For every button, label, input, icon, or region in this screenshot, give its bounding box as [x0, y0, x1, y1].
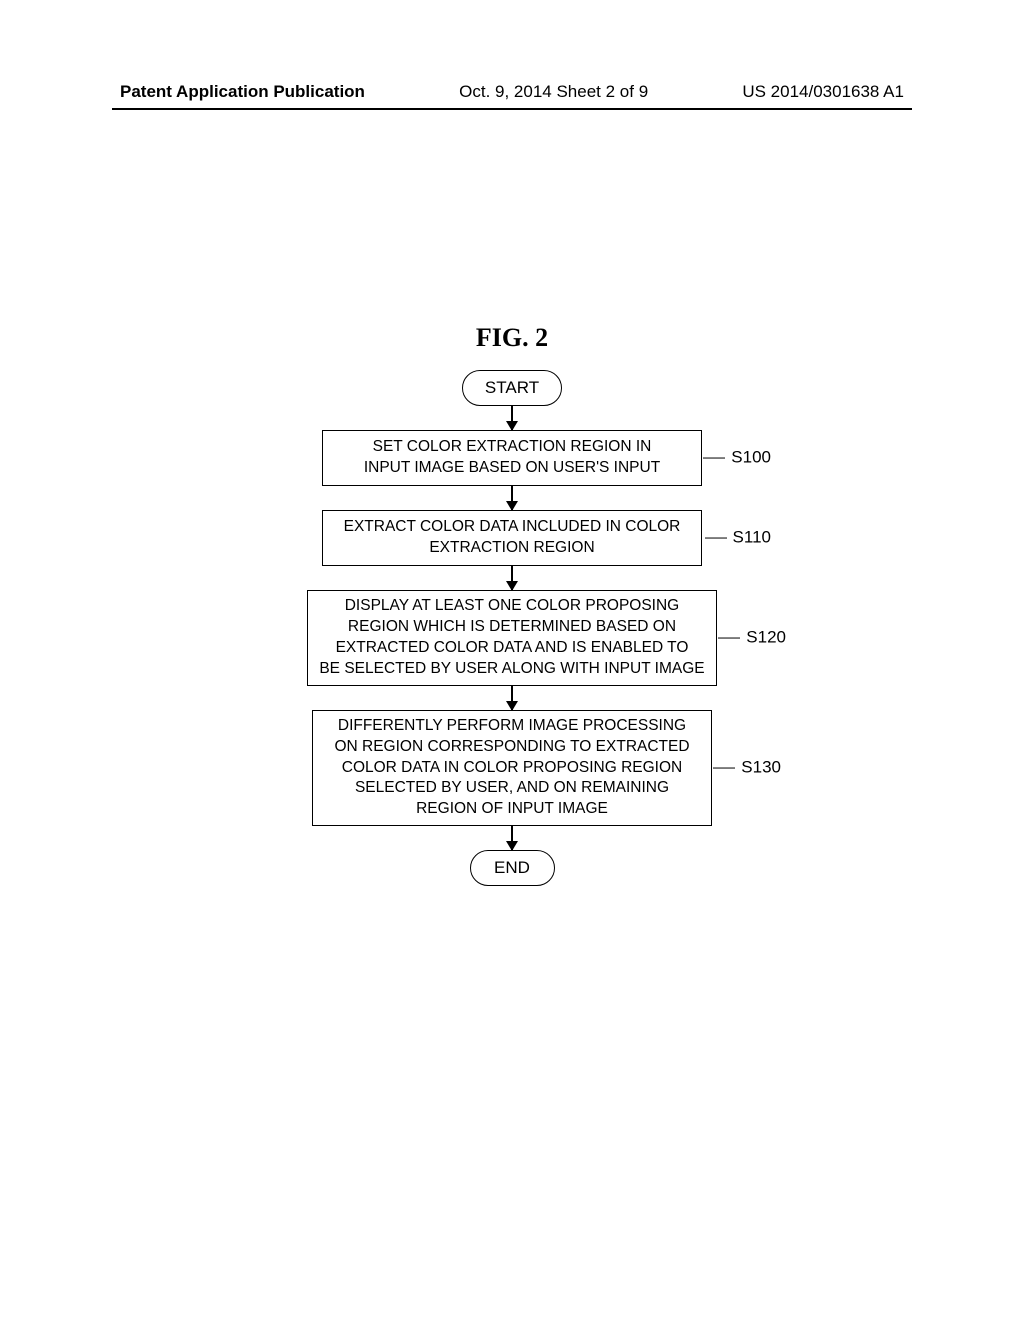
header-rule — [112, 108, 912, 110]
page-header: Patent Application Publication Oct. 9, 2… — [0, 82, 1024, 102]
arrow-s120-s130 — [0, 686, 1024, 710]
callout-s120: S120 — [718, 627, 786, 650]
page: Patent Application Publication Oct. 9, 2… — [0, 0, 1024, 1320]
arrow-s130-end — [0, 826, 1024, 850]
process-s100-text: SET COLOR EXTRACTION REGION ININPUT IMAG… — [364, 437, 660, 479]
callout-line — [705, 537, 727, 539]
callout-s130: S130 — [713, 757, 781, 780]
process-s120: DISPLAY AT LEAST ONE COLOR PROPOSINGREGI… — [307, 590, 717, 686]
process-s110-text: EXTRACT COLOR DATA INCLUDED IN COLOREXTR… — [344, 517, 681, 559]
start-terminator: START — [462, 370, 562, 406]
process-s130: DIFFERENTLY PERFORM IMAGE PROCESSINGON R… — [312, 710, 712, 826]
header-publication-type: Patent Application Publication — [120, 82, 365, 102]
process-s110: EXTRACT COLOR DATA INCLUDED IN COLOREXTR… — [322, 510, 702, 566]
arrow-s110-s120 — [0, 566, 1024, 590]
figure-label: FIG. 2 — [0, 323, 1024, 353]
callout-s130-text: S130 — [735, 757, 781, 780]
header-date-sheet: Oct. 9, 2014 Sheet 2 of 9 — [459, 82, 648, 102]
arrow-start-s100 — [0, 406, 1024, 430]
callout-s120-text: S120 — [740, 627, 786, 650]
flowchart: START SET COLOR EXTRACTION REGION ININPU… — [0, 370, 1024, 886]
process-s120-text: DISPLAY AT LEAST ONE COLOR PROPOSINGREGI… — [319, 596, 704, 680]
header-patent-number: US 2014/0301638 A1 — [742, 82, 904, 102]
start-label: START — [485, 378, 539, 398]
callout-s110: S110 — [705, 527, 771, 550]
callout-s100: S100 — [703, 447, 771, 470]
callout-s110-text: S110 — [727, 527, 771, 550]
process-s130-text: DIFFERENTLY PERFORM IMAGE PROCESSINGON R… — [334, 716, 689, 821]
callout-line — [718, 637, 740, 639]
callout-s100-text: S100 — [725, 447, 771, 470]
end-terminator: END — [470, 850, 555, 886]
callout-line — [703, 457, 725, 459]
end-label: END — [494, 858, 530, 878]
arrow-s100-s110 — [0, 486, 1024, 510]
process-s100: SET COLOR EXTRACTION REGION ININPUT IMAG… — [322, 430, 702, 486]
callout-line — [713, 767, 735, 769]
